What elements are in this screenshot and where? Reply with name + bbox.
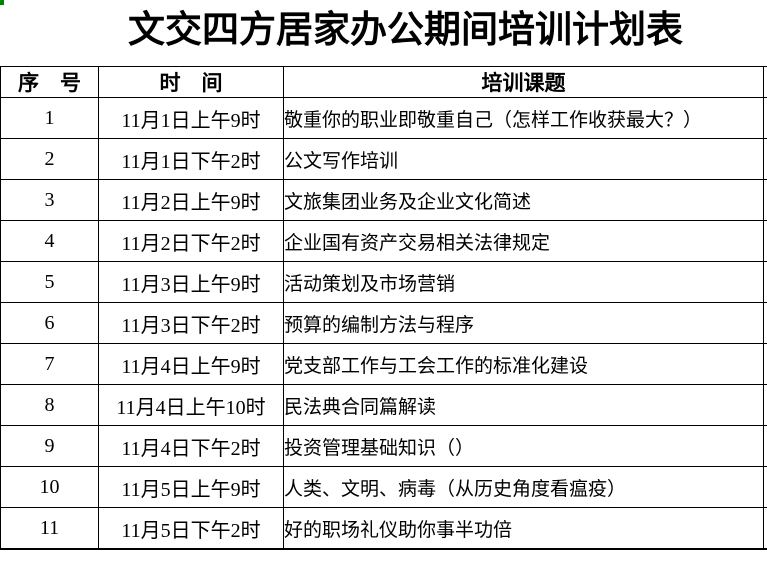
- table-row: 8 11月4日上午10时 民法典合同篇解读: [0, 384, 767, 426]
- row-serial-number-cell: 7: [0, 343, 99, 385]
- table-row: 3 11月2日上午9时 文旅集团业务及企业文化简述: [0, 179, 767, 221]
- row-serial-number-cell: 9: [0, 425, 99, 467]
- row-serial-number-cell: 4: [0, 220, 99, 262]
- table-row: 9 11月4日下午2时 投资管理基础知识（）: [0, 425, 767, 467]
- row-topic-cell: 好的职场礼仪助你事半功倍: [283, 507, 764, 550]
- corner-green-artifact: [0, 0, 4, 5]
- row-time-cell: 11月2日上午9时: [98, 179, 284, 221]
- row-edge-sliver: [763, 261, 767, 303]
- header-edge-sliver: [763, 66, 767, 98]
- page-title: 文交四方居家办公期间培训计划表: [128, 10, 683, 51]
- table-row: 6 11月3日下午2时 预算的编制方法与程序: [0, 302, 767, 344]
- training-schedule-table: 序 号 时 间 培训课题 1 11月1日上午9时 敬重你的职业即敬重自己（怎样工作收…: [0, 66, 767, 550]
- header-time: 时 间: [98, 66, 284, 98]
- row-time-cell: 11月4日上午10时: [98, 384, 284, 426]
- row-topic-cell: 敬重你的职业即敬重自己（怎样工作收获最大？）: [283, 97, 764, 139]
- table-header-row: 序 号 时 间 培训课题: [0, 66, 767, 98]
- row-serial-number-cell: 5: [0, 261, 99, 303]
- row-topic-cell: 公文写作培训: [283, 138, 764, 180]
- row-serial-number-cell: 6: [0, 302, 99, 344]
- row-time-cell: 11月4日下午2时: [98, 425, 284, 467]
- row-time-cell: 11月1日上午9时: [98, 97, 284, 139]
- row-edge-sliver: [763, 466, 767, 508]
- row-edge-sliver: [763, 138, 767, 180]
- table-row: 7 11月4日上午9时 党支部工作与工会工作的标准化建设: [0, 343, 767, 385]
- row-topic-cell: 文旅集团业务及企业文化简述: [283, 179, 764, 221]
- row-topic-cell: 民法典合同篇解读: [283, 384, 764, 426]
- row-serial-number-cell: 1: [0, 97, 99, 139]
- table-row: 11 11月5日下午2时 好的职场礼仪助你事半功倍: [0, 507, 767, 550]
- row-serial-number-cell: 2: [0, 138, 99, 180]
- row-serial-number-cell: 11: [0, 507, 99, 550]
- row-time-cell: 11月2日下午2时: [98, 220, 284, 262]
- row-topic-cell: 投资管理基础知识（）: [283, 425, 764, 467]
- row-time-cell: 11月5日上午9时: [98, 466, 284, 508]
- row-edge-sliver: [763, 343, 767, 385]
- row-topic-cell: 人类、文明、病毒（从历史角度看瘟疫）: [283, 466, 764, 508]
- row-edge-sliver: [763, 302, 767, 344]
- row-topic-cell: 预算的编制方法与程序: [283, 302, 764, 344]
- row-time-cell: 11月3日下午2时: [98, 302, 284, 344]
- table-row: 5 11月3日上午9时 活动策划及市场营销: [0, 261, 767, 303]
- row-serial-number-cell: 3: [0, 179, 99, 221]
- row-topic-cell: 党支部工作与工会工作的标准化建设: [283, 343, 764, 385]
- row-edge-sliver: [763, 220, 767, 262]
- row-serial-number-cell: 8: [0, 384, 99, 426]
- row-edge-sliver: [763, 425, 767, 467]
- table-row: 10 11月5日上午9时 人类、文明、病毒（从历史角度看瘟疫）: [0, 466, 767, 508]
- table-row: 2 11月1日下午2时 公文写作培训: [0, 138, 767, 180]
- row-time-cell: 11月3日上午9时: [98, 261, 284, 303]
- row-serial-number-cell: 10: [0, 466, 99, 508]
- row-time-cell: 11月4日上午9时: [98, 343, 284, 385]
- row-time-cell: 11月5日下午2时: [98, 507, 284, 550]
- table-row: 4 11月2日下午2时 企业国有资产交易相关法律规定: [0, 220, 767, 262]
- row-edge-sliver: [763, 97, 767, 139]
- header-training-topic: 培训课题: [283, 66, 764, 98]
- row-edge-sliver: [763, 179, 767, 221]
- row-time-cell: 11月1日下午2时: [98, 138, 284, 180]
- table-body: 1 11月1日上午9时 敬重你的职业即敬重自己（怎样工作收获最大？） 2 11月1日下午…: [0, 97, 767, 550]
- row-edge-sliver: [763, 384, 767, 426]
- header-serial-number: 序 号: [0, 66, 99, 98]
- row-topic-cell: 活动策划及市场营销: [283, 261, 764, 303]
- table-row: 1 11月1日上午9时 敬重你的职业即敬重自己（怎样工作收获最大？）: [0, 97, 767, 139]
- row-edge-sliver: [763, 507, 767, 550]
- row-topic-cell: 企业国有资产交易相关法律规定: [283, 220, 764, 262]
